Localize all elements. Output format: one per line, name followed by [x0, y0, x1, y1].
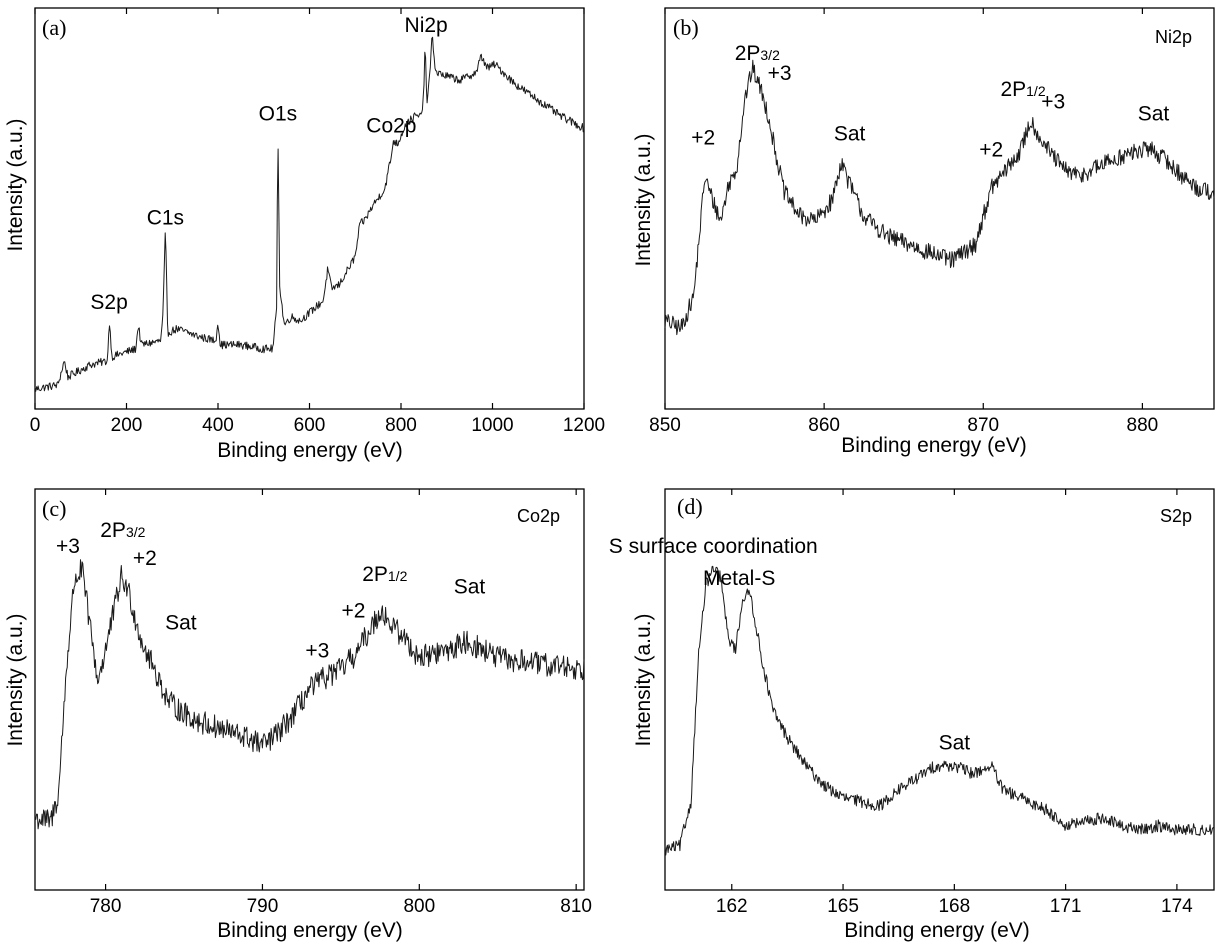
panel-a-x-tick-label: 0	[30, 415, 41, 436]
panel-c-peak-label: +3	[305, 639, 329, 662]
panel-d-x-tick-label: 162	[716, 896, 748, 917]
panel-a-plot-frame	[34, 7, 585, 410]
panel-b-spectrum-line	[664, 59, 1215, 336]
panel-c-x-tick-label: 780	[90, 896, 122, 917]
panel-d-x-tick-label: 171	[1050, 896, 1082, 917]
panel-a-peak-label: Co2p	[366, 114, 416, 137]
panel-a-peak-label: S2p	[90, 291, 127, 314]
panel-a-x-tick-label: 1000	[471, 415, 513, 436]
panel-b: (b) Ni2p Binding energy (eV) Intensity (…	[632, 7, 1215, 457]
panel-b-corner-label: Ni2p	[1155, 27, 1192, 47]
panel-a-peak-label: O1s	[259, 102, 298, 125]
panel-b-x-axis-title: Binding energy (eV)	[841, 434, 1027, 457]
panel-c-corner-label: Co2p	[517, 506, 560, 526]
panel-a-x-tick-label: 600	[294, 415, 326, 436]
panel-a-label: (a)	[42, 15, 66, 40]
panel-b-peak-label: Sat	[834, 122, 866, 145]
panel-b-peak-label: Sat	[1138, 102, 1170, 125]
panel-b-x-tick-label: 860	[808, 415, 840, 436]
panel-b-peak-label: +3	[768, 62, 792, 85]
panel-b-x-tick-label: 870	[967, 415, 999, 436]
panel-d-corner-label: S2p	[1160, 506, 1192, 526]
panel-a-y-axis-title: Intensity (a.u.)	[4, 118, 27, 251]
panel-c-peak-label: Sat	[165, 611, 197, 634]
panel-c-peak-label: +2	[341, 599, 365, 622]
panel-b-peak-label: +2	[979, 138, 1003, 161]
panel-b-x-tick-label: 880	[1127, 415, 1159, 436]
panel-c-plot-frame	[34, 488, 585, 891]
panel-c-y-axis-title: Intensity (a.u.)	[4, 613, 27, 746]
panel-b-y-axis-title: Intensity (a.u.)	[632, 133, 655, 266]
panel-b-peak-label: +3	[1041, 90, 1065, 113]
panel-d-x-tick-label: 174	[1161, 896, 1193, 917]
panel-a-x-tick-label: 1200	[563, 415, 605, 436]
panel-d-peak-label: Metal-S	[703, 567, 775, 590]
panel-c-peak-label: 2P3/2	[100, 519, 145, 542]
panel-d-label: (d)	[677, 494, 703, 519]
panel-b-peak-label: +2	[691, 126, 715, 149]
panel-c-spectrum-line	[34, 559, 585, 830]
panel-a-spectrum-line	[34, 36, 585, 392]
panel-c-peak-label: 2P1/2	[362, 563, 407, 586]
panel-c-x-axis-title: Binding energy (eV)	[217, 919, 403, 942]
panel-d-plot-frame	[664, 488, 1215, 891]
panel-b-label: (b)	[673, 15, 699, 40]
panel-c-peak-label: Sat	[454, 575, 486, 598]
panel-a-x-tick-label: 400	[202, 415, 234, 436]
panel-b-x-tick-label: 850	[649, 415, 681, 436]
panel-a-x-tick-label: 200	[111, 415, 143, 436]
panel-d-peak-label: S surface coordination	[609, 535, 818, 558]
panel-d-x-axis-title: Binding energy (eV)	[844, 919, 1030, 942]
panel-d-spectrum-line	[664, 565, 1215, 856]
panel-b-plot-frame	[664, 7, 1215, 410]
panel-a-peak-label: Ni2p	[405, 14, 448, 37]
panel-c-label: (c)	[42, 496, 66, 521]
panel-c-x-tick-label: 810	[560, 896, 592, 917]
panel-a-peak-label: C1s	[147, 207, 184, 230]
panel-b-peak-label: 2P3/2	[735, 42, 780, 65]
panel-a: (a) Binding energy (eV) Intensity (a.u.)…	[4, 7, 605, 462]
panel-a-x-tick-label: 800	[385, 415, 417, 436]
panel-d-x-tick-label: 168	[938, 896, 970, 917]
panel-c-x-tick-label: 800	[403, 896, 435, 917]
panel-d: (d) S2p Binding energy (eV) Intensity (a…	[609, 488, 1215, 942]
panel-b-peak-label: 2P1/2	[1000, 78, 1045, 101]
panel-c: (c) Co2p Binding energy (eV) Intensity (…	[4, 488, 592, 942]
panel-d-x-tick-label: 165	[827, 896, 859, 917]
panel-c-x-tick-label: 790	[247, 896, 279, 917]
panel-c-peak-label: +3	[56, 535, 80, 558]
panel-d-y-axis-title: Intensity (a.u.)	[632, 613, 655, 746]
panel-a-x-axis-title: Binding energy (eV)	[217, 439, 403, 462]
panel-c-peak-label: +2	[133, 547, 157, 570]
panel-d-peak-label: Sat	[939, 732, 971, 755]
